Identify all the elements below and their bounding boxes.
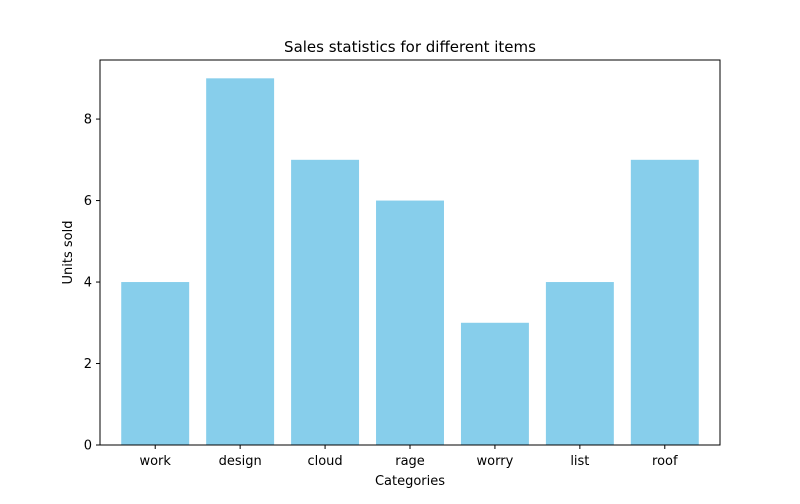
y-tick-label: 6 — [84, 194, 92, 209]
bar-list — [545, 282, 614, 445]
bar-cloud — [291, 159, 360, 445]
x-tick-label: rage — [395, 454, 425, 469]
x-axis-label: Categories — [375, 474, 445, 489]
bar-work — [121, 282, 190, 445]
y-tick-label: 4 — [84, 276, 92, 291]
bar-design — [206, 78, 275, 445]
y-tick-label: 8 — [84, 113, 92, 128]
y-tick-label: 2 — [84, 357, 92, 372]
chart-title: Sales statistics for different items — [284, 38, 536, 56]
y-tick-label: 0 — [84, 439, 92, 454]
x-tick-label: work — [139, 454, 171, 469]
x-tick-label: roof — [652, 454, 678, 469]
bar-worry — [460, 322, 529, 445]
bar-roof — [630, 159, 699, 445]
x-tick-label: worry — [477, 454, 514, 469]
bars-layer — [121, 78, 699, 445]
plot-area-frame — [99, 59, 721, 446]
y-axis-label: Units sold — [61, 221, 76, 285]
x-tick-label: list — [570, 454, 589, 469]
bar-rage — [376, 200, 444, 445]
x-tick-label: design — [219, 454, 262, 469]
ticks-layer: work design cloud rage worry list roof 0 2 4 6 8 — [84, 113, 678, 469]
x-tick-label: cloud — [307, 454, 342, 469]
